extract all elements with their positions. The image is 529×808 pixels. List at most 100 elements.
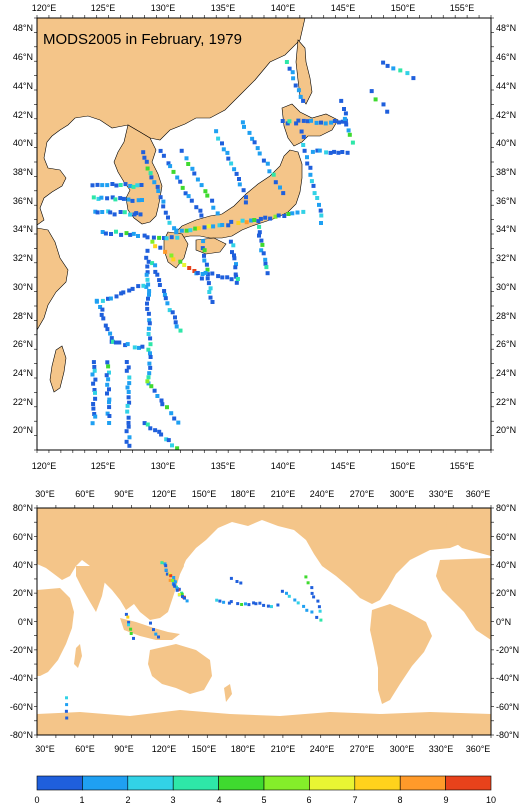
- observation-cell: [293, 598, 297, 602]
- observation-cell: [130, 198, 135, 203]
- observation-cell: [306, 581, 310, 585]
- lat-label: 34°N: [13, 224, 33, 234]
- observation-cell: [234, 280, 239, 285]
- lon-label: 180°E: [231, 744, 256, 754]
- observation-cell: [296, 601, 300, 605]
- observation-cell: [244, 195, 248, 200]
- observation-cell: [315, 148, 320, 153]
- global-lon-labels-bottom: 30°E 60°E 90°E 120°E 150°E 180°E 210°E 2…: [35, 744, 490, 754]
- lon-label: 210°E: [271, 489, 296, 499]
- china-coast-south: [37, 227, 69, 331]
- observation-cell: [266, 604, 270, 608]
- lat-label: 60°N: [13, 532, 33, 542]
- observation-cell: [147, 292, 151, 297]
- observation-cell: [305, 119, 310, 124]
- observation-cell: [175, 175, 180, 180]
- observation-cell: [257, 230, 262, 235]
- lat-label: 36°N: [13, 196, 33, 206]
- observation-cell: [104, 373, 109, 378]
- lat-label: 22°N: [13, 397, 33, 407]
- lon-label: 150°E: [391, 461, 416, 471]
- observation-cell: [267, 169, 272, 174]
- observation-cell: [229, 161, 234, 166]
- observation-cell: [254, 602, 258, 606]
- observation-cell: [160, 402, 165, 407]
- observation-cell: [105, 360, 110, 365]
- observation-cell: [105, 391, 109, 396]
- colorbar-segment: [445, 775, 492, 791]
- observation-cell: [179, 148, 184, 153]
- observation-cell: [147, 361, 152, 366]
- lon-label: 120°E: [152, 744, 177, 754]
- observation-cell: [178, 259, 183, 264]
- observation-cell: [107, 387, 111, 392]
- observation-cell: [329, 120, 334, 125]
- observation-cell: [124, 368, 129, 373]
- lat-label: -20°N: [496, 645, 519, 655]
- observation-cell: [140, 344, 145, 349]
- observation-cell: [179, 228, 184, 233]
- observation-cell: [127, 375, 132, 380]
- observation-cell: [148, 426, 153, 431]
- observation-cell: [301, 134, 306, 139]
- colorbar-segment: [127, 775, 174, 791]
- taiwan-island: [49, 345, 67, 393]
- observation-cell: [312, 191, 317, 196]
- observation-cell: [131, 184, 136, 189]
- observation-cell: [259, 238, 264, 243]
- observation-cell: [100, 183, 105, 188]
- observation-cell: [257, 233, 261, 238]
- observation-cell: [112, 212, 117, 217]
- observation-cell: [206, 281, 211, 286]
- observation-cell: [145, 248, 150, 253]
- observation-cell: [157, 635, 160, 639]
- observation-cell: [324, 150, 329, 155]
- lon-label: 120°E: [32, 3, 57, 13]
- observation-cell: [164, 568, 168, 572]
- observation-cell: [317, 605, 321, 609]
- new-zealand-islands: [224, 684, 232, 702]
- observation-cell: [90, 372, 95, 377]
- lon-label: 90°E: [114, 489, 134, 499]
- observation-cell: [147, 371, 152, 376]
- lat-label: 40°N: [496, 560, 516, 570]
- observation-cell: [150, 239, 155, 244]
- observation-cell: [172, 416, 177, 421]
- observation-cell: [287, 594, 291, 598]
- observation-cell: [198, 208, 203, 213]
- observation-cell: [98, 305, 103, 309]
- observation-cell: [217, 223, 222, 228]
- observation-cell: [148, 336, 153, 341]
- colorbar-segment: [218, 775, 265, 791]
- observation-cell: [315, 615, 319, 619]
- observation-cell: [347, 132, 352, 137]
- lat-label: 32°N: [13, 253, 33, 263]
- observation-cell: [170, 443, 174, 448]
- observation-cell: [148, 355, 153, 359]
- colorbar-segment: [82, 775, 129, 791]
- observation-cell: [210, 198, 215, 203]
- observation-cell: [138, 212, 143, 217]
- observation-cell: [235, 580, 239, 583]
- observation-cell: [369, 89, 374, 94]
- observation-cell: [93, 396, 98, 401]
- observation-cell: [296, 88, 301, 93]
- observation-cell: [195, 271, 200, 275]
- observation-cell: [145, 270, 150, 275]
- observation-cell: [113, 197, 118, 202]
- observation-cell: [148, 342, 153, 347]
- observation-cell: [126, 395, 131, 400]
- observation-cell: [216, 274, 221, 279]
- observation-cell: [261, 158, 266, 163]
- observation-cell: [146, 259, 151, 264]
- observation-cell: [304, 575, 308, 579]
- observation-cell: [316, 599, 320, 603]
- observation-cell: [200, 272, 205, 276]
- lat-label: 40°N: [13, 138, 33, 148]
- observation-cell: [186, 162, 191, 166]
- observation-cell: [182, 263, 187, 267]
- observation-cell: [232, 253, 236, 258]
- observation-cell: [147, 289, 152, 293]
- observation-cell: [202, 225, 207, 230]
- observation-cell: [122, 210, 127, 215]
